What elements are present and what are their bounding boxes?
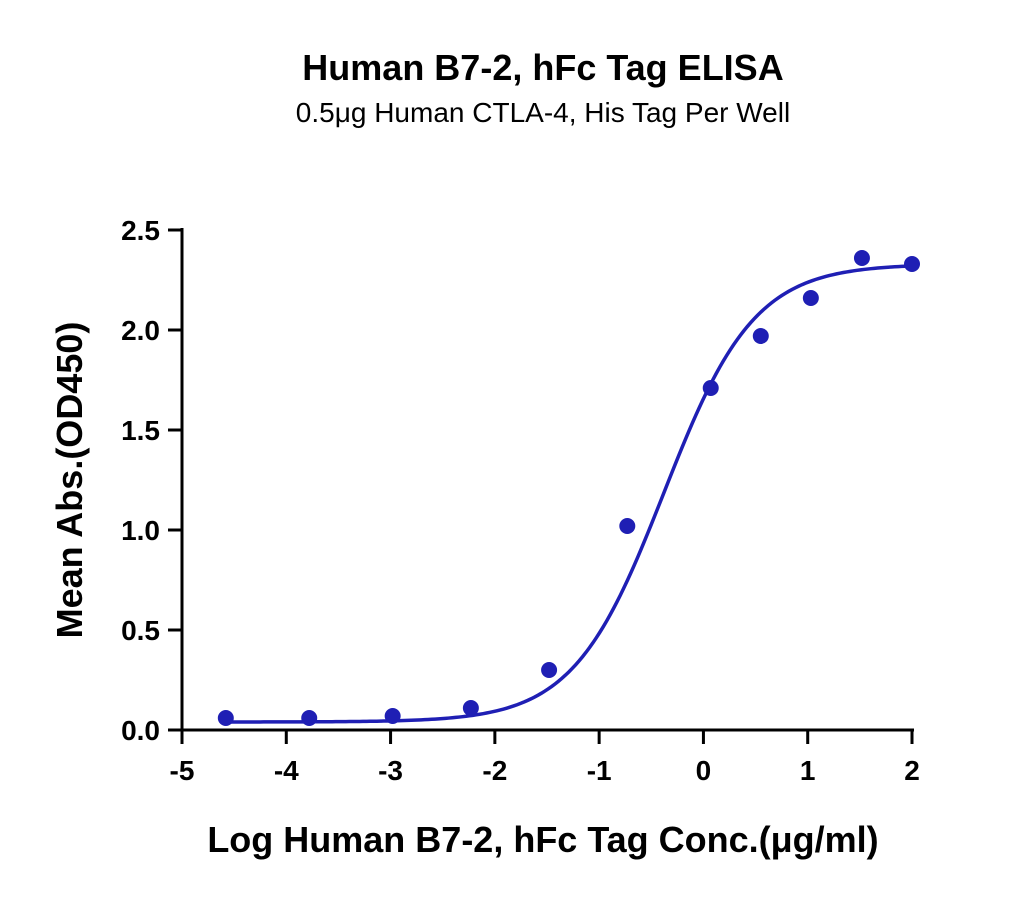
x-tick-label: -5 xyxy=(170,755,195,786)
chart-title: Human B7-2, hFc Tag ELISA xyxy=(302,47,783,88)
data-points-layer xyxy=(217,250,920,726)
data-point xyxy=(462,700,479,716)
data-point xyxy=(752,328,769,344)
data-point xyxy=(853,250,870,266)
data-point xyxy=(384,708,401,724)
y-tick-label: 0.5 xyxy=(121,615,160,646)
x-tick-label: -4 xyxy=(274,755,299,786)
x-tick-label: -3 xyxy=(378,755,403,786)
x-axis-label: Log Human B7-2, hFc Tag Conc.(μg/ml) xyxy=(207,819,878,860)
y-tick-label: 1.0 xyxy=(121,515,160,546)
y-tick-label: 2.0 xyxy=(121,315,160,346)
data-point xyxy=(541,662,558,678)
axes xyxy=(180,228,914,732)
ticks: -5 -4 -3 -2 -1 0 1 2 0.0 0.5 1.0 1.5 2.0 2.5 xyxy=(121,215,920,786)
x-tick-label: 1 xyxy=(800,755,816,786)
y-tick-label: 0.0 xyxy=(121,715,160,746)
data-point xyxy=(301,710,318,726)
chart-subtitle: 0.5μg Human CTLA-4, His Tag Per Well xyxy=(296,97,790,128)
x-tick-label: 0 xyxy=(696,755,712,786)
y-tick-label: 2.5 xyxy=(121,215,160,246)
data-point xyxy=(217,710,234,726)
data-point xyxy=(702,380,719,396)
y-tick-label: 1.5 xyxy=(121,415,160,446)
fit-curve-layer xyxy=(225,264,913,724)
data-point xyxy=(802,290,819,306)
data-point xyxy=(619,518,636,534)
x-tick-label: -1 xyxy=(587,755,612,786)
fit-curve xyxy=(225,264,913,724)
data-point xyxy=(904,256,920,272)
y-axis-label: Mean Abs.(OD450) xyxy=(49,322,90,639)
x-tick-label: -2 xyxy=(482,755,507,786)
x-tick-label: 2 xyxy=(904,755,920,786)
